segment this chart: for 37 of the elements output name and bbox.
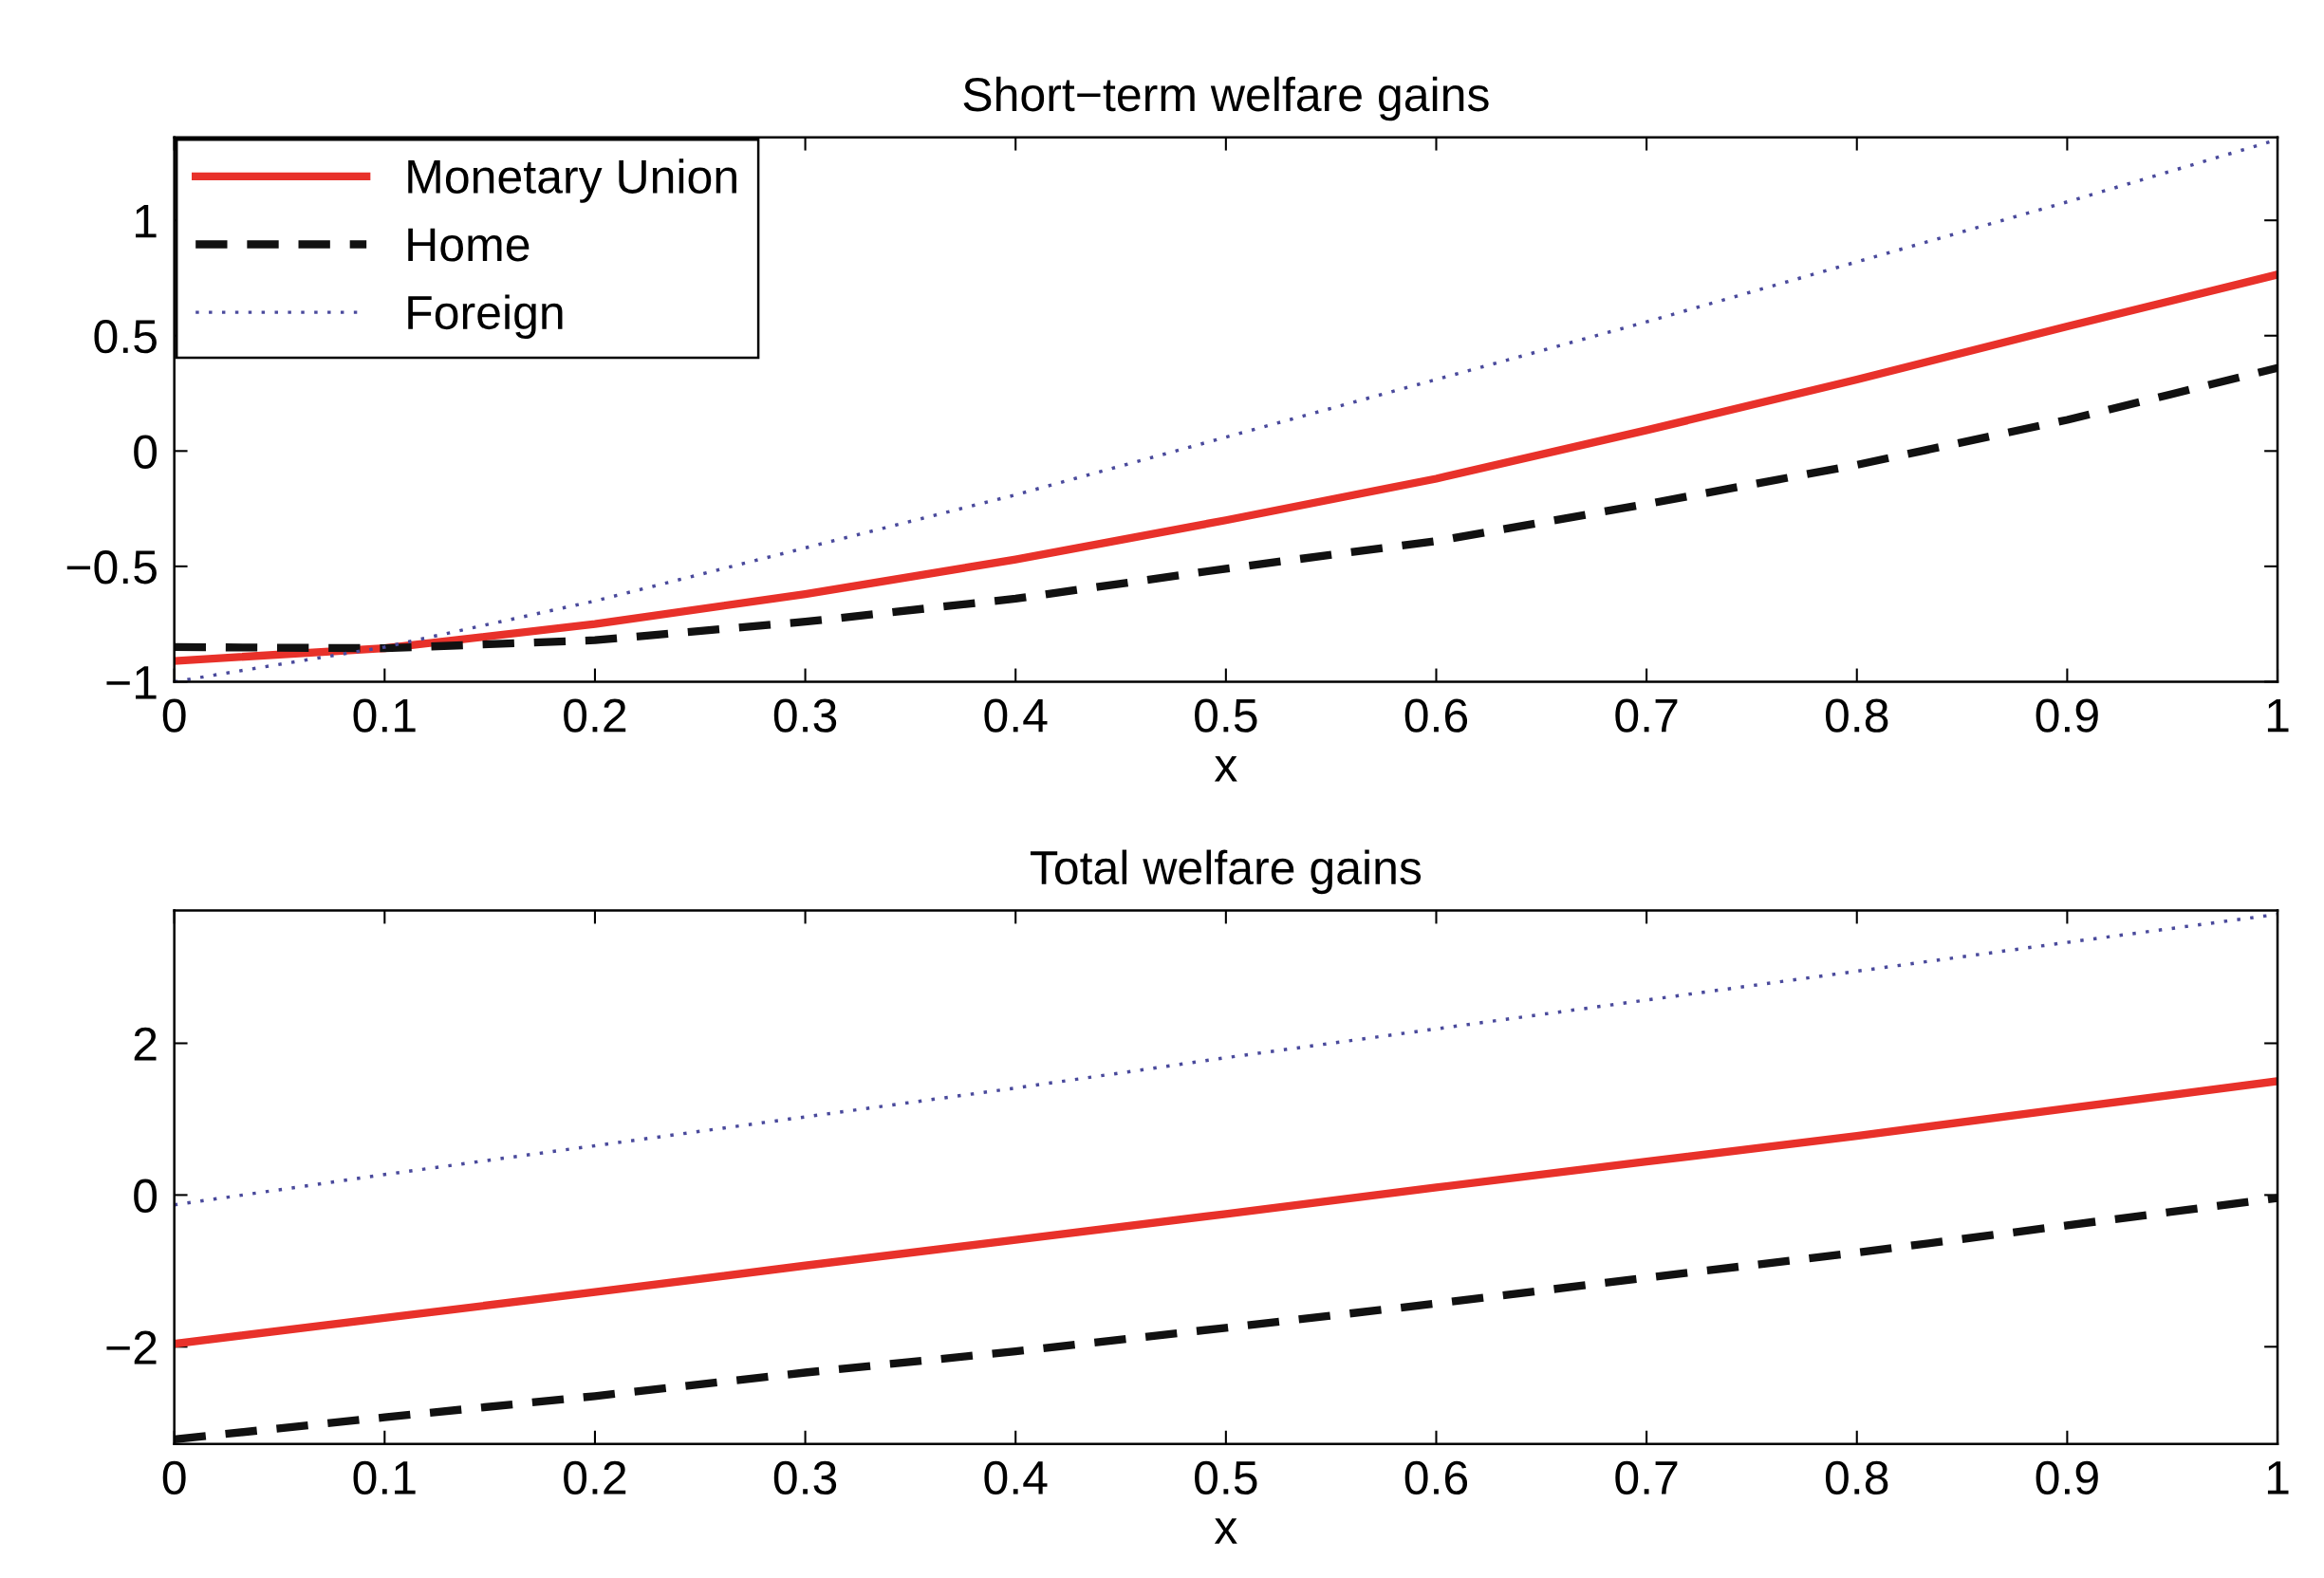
y-tick-label: 0	[134, 1179, 158, 1213]
x-tick-label: 0.9	[2036, 698, 2098, 733]
x-tick-label: 0	[162, 698, 186, 733]
x-tick-label: 0.2	[564, 1460, 626, 1495]
x-tick-label: 0.8	[1825, 698, 1888, 733]
x-axis-title: x	[1214, 756, 1237, 782]
chart-title: Total welfare gains	[1030, 849, 1422, 895]
legend-label: Monetary Union	[408, 158, 736, 203]
x-tick-label: 0.1	[353, 1460, 416, 1495]
x-tick-label: 0.2	[564, 698, 626, 733]
x-tick-label: 0.6	[1404, 1460, 1468, 1495]
x-tick-label: 0.8	[1825, 1460, 1888, 1495]
y-tick-label: −0.5	[66, 550, 157, 585]
x-tick-label: 1	[2267, 698, 2289, 733]
x-tick-label: 0.1	[353, 698, 416, 733]
legend-label: Home	[408, 228, 530, 262]
x-tick-label: 0.5	[1195, 698, 1257, 733]
x-axis-title: x	[1214, 1518, 1237, 1544]
x-tick-label: 0.4	[984, 698, 1048, 733]
chart-title: Short−term welfare gains	[963, 76, 1489, 121]
x-tick-label: 0.5	[1195, 1460, 1257, 1495]
x-tick-label: 0.9	[2036, 1460, 2098, 1495]
legend-label: Foreign	[408, 294, 563, 340]
x-tick-label: 0.6	[1404, 698, 1468, 733]
y-tick-label: −1	[106, 666, 157, 699]
y-tick-label: 0.5	[94, 319, 157, 354]
y-tick-label: −2	[106, 1330, 157, 1365]
y-tick-label: 0	[134, 435, 158, 469]
x-tick-label: 0.4	[984, 1460, 1048, 1495]
x-tick-label: 0	[162, 1460, 186, 1495]
y-tick-label: 2	[134, 1027, 157, 1061]
x-tick-label: 1	[2267, 1461, 2289, 1494]
x-tick-label: 0.3	[773, 698, 837, 733]
x-tick-label: 0.7	[1615, 1460, 1678, 1495]
x-tick-label: 0.7	[1615, 698, 1678, 733]
y-tick-label: 1	[136, 204, 157, 238]
x-tick-label: 0.3	[773, 1460, 837, 1495]
